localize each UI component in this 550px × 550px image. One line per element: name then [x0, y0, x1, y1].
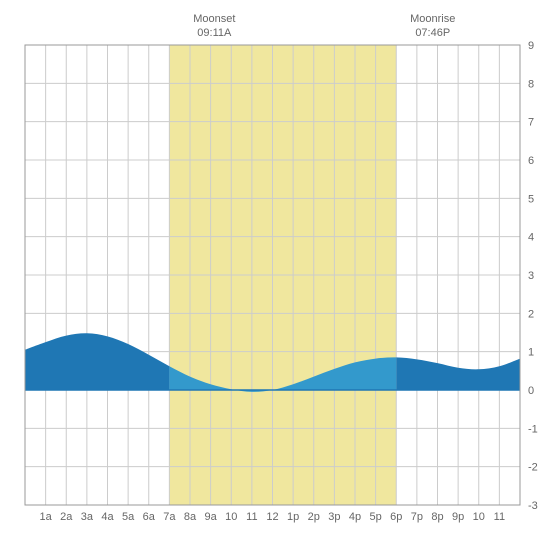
x-tick-label: 7a: [163, 511, 176, 523]
y-tick-label: 1: [528, 347, 534, 359]
x-tick-label: 4p: [349, 511, 361, 523]
x-tick-label: 2a: [60, 511, 73, 523]
moon-event-name: Moonrise: [403, 12, 463, 26]
x-tick-label: 1a: [40, 511, 53, 523]
y-tick-label: 7: [528, 117, 534, 129]
y-tick-label: 9: [528, 40, 534, 52]
x-tick-label: 6a: [143, 511, 156, 523]
x-tick-label: 11: [494, 511, 505, 523]
moon-event-time: 07:46P: [403, 26, 463, 40]
moon-event-label: Moonrise07:46P: [403, 12, 463, 41]
x-tick-label: 6p: [390, 511, 402, 523]
moon-event-name: Moonset: [184, 12, 244, 26]
x-tick-label: 2p: [308, 511, 320, 523]
y-tick-label: 4: [528, 232, 534, 244]
x-tick-label: 8a: [184, 511, 197, 523]
x-tick-label: 9a: [205, 511, 218, 523]
y-tick-label: -3: [528, 500, 538, 512]
x-tick-label: 9p: [452, 511, 464, 523]
x-tick-label: 5p: [370, 511, 382, 523]
y-tick-label: 0: [528, 385, 534, 397]
x-tick-label: 12: [266, 511, 278, 523]
y-tick-label: 3: [528, 270, 534, 282]
x-tick-label: 10: [225, 511, 237, 523]
x-tick-label: 3a: [81, 511, 94, 523]
x-tick-label: 4a: [101, 511, 114, 523]
x-tick-label: 3p: [328, 511, 340, 523]
x-tick-label: 10: [473, 511, 485, 523]
moon-event-label: Moonset09:11A: [184, 12, 244, 41]
y-tick-label: -2: [528, 462, 538, 474]
x-tick-label: 11: [246, 511, 257, 523]
x-tick-label: 8p: [431, 511, 443, 523]
x-tick-label: 7p: [411, 511, 423, 523]
y-tick-label: 6: [528, 155, 534, 167]
y-tick-label: 5: [528, 193, 534, 205]
x-tick-label: 1p: [287, 511, 299, 523]
tide-chart: 1a2a3a4a5a6a7a8a9a1011121p2p3p4p5p6p7p8p…: [10, 10, 540, 540]
x-tick-label: 5a: [122, 511, 135, 523]
chart-svg: 1a2a3a4a5a6a7a8a9a1011121p2p3p4p5p6p7p8p…: [10, 10, 540, 540]
y-tick-label: 2: [528, 308, 534, 320]
moon-event-time: 09:11A: [184, 26, 244, 40]
y-tick-label: 8: [528, 78, 534, 90]
y-tick-label: -1: [528, 423, 538, 435]
